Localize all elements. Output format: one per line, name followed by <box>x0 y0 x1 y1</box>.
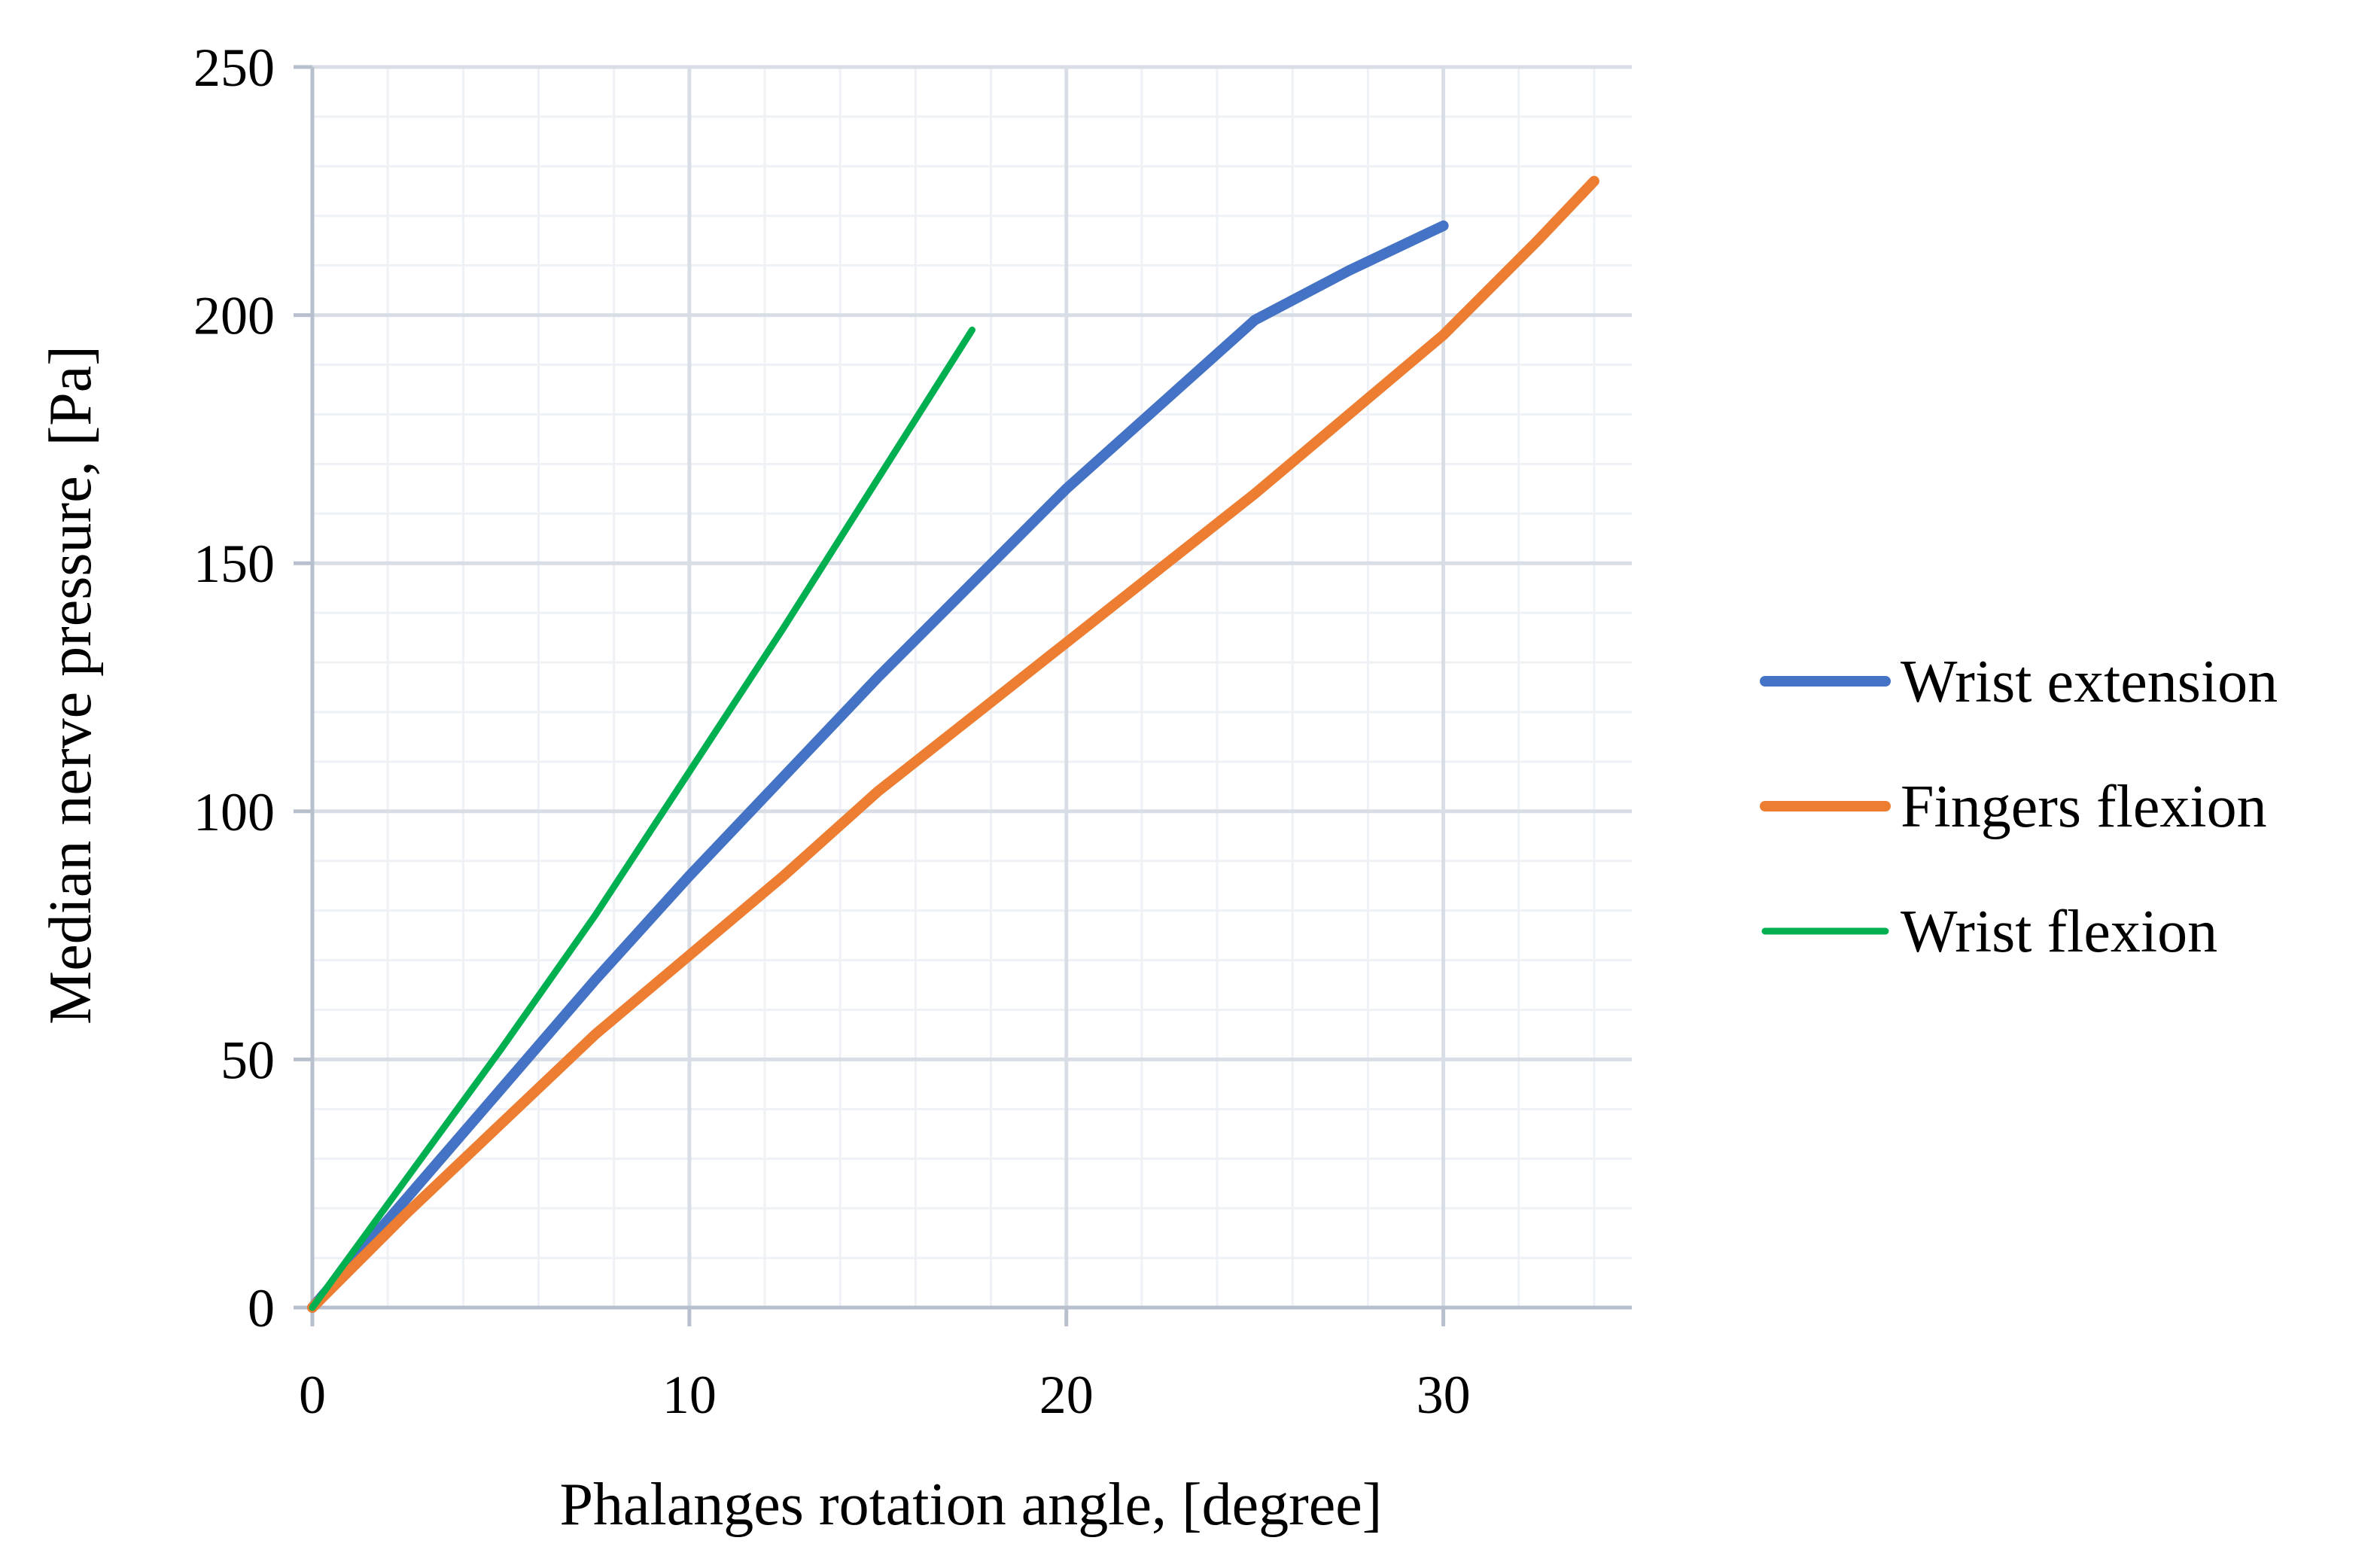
y-tick-label: 0 <box>248 1278 275 1338</box>
y-tick-label: 50 <box>221 1030 275 1090</box>
axes <box>294 65 1632 1326</box>
series-line-wrist-flexion <box>309 326 975 1311</box>
x-tick-label: 10 <box>662 1365 717 1425</box>
y-tick-label: 100 <box>193 782 275 842</box>
series-line-wrist-extension <box>307 220 1449 1313</box>
x-tick-label: 20 <box>1039 1365 1094 1425</box>
legend: Wrist extension Fingers flexion Wrist flex… <box>1760 649 2278 965</box>
series-line-fingers-flexion <box>307 175 1599 1313</box>
series-lines <box>307 175 1599 1313</box>
major-gridlines <box>312 65 1632 1308</box>
x-tick-label: 0 <box>299 1365 326 1425</box>
y-tick-label: 150 <box>193 534 275 594</box>
legend-label-fingers-flexion: Fingers flexion <box>1901 774 2267 840</box>
legend-label-wrist-extension: Wrist extension <box>1901 649 2278 715</box>
minor-gridlines <box>312 67 1632 1308</box>
legend-label-wrist-flexion: Wrist flexion <box>1901 899 2217 965</box>
y-tick-label: 200 <box>193 286 275 346</box>
tick-labels: 0 50 100 150 200 250 0 10 20 30 <box>193 38 1471 1425</box>
y-axis-title: Median nerve pressure, [Pa] <box>38 346 104 1025</box>
x-axis-title: Phalanges rotation angle, [degree] <box>560 1472 1383 1538</box>
y-tick-label: 250 <box>193 38 275 98</box>
x-tick-label: 30 <box>1417 1365 1471 1425</box>
